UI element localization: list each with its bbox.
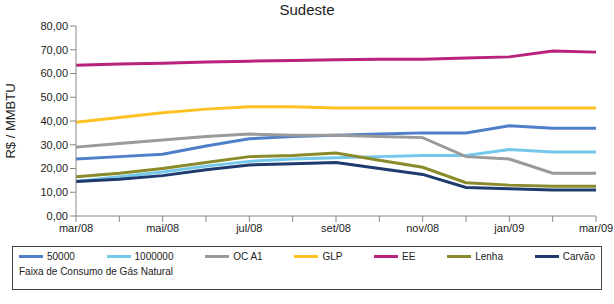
svg-text:R$ / MMBTU: R$ / MMBTU bbox=[8, 83, 18, 158]
svg-text:jan/09: jan/09 bbox=[493, 222, 524, 234]
html-text:Faixa de Consumo de Gás Natura: Faixa de Consumo de Gás Natural bbox=[19, 266, 173, 277]
html-text:Lenha: Lenha bbox=[475, 251, 503, 262]
html-text:50000: 50000 bbox=[47, 251, 75, 262]
svg-text:50,00: 50,00 bbox=[40, 91, 68, 103]
svg-text:40,00: 40,00 bbox=[40, 115, 68, 127]
svg-text:20,00: 20,00 bbox=[40, 162, 68, 174]
html-text:EE: EE bbox=[402, 251, 416, 262]
svg-text:70,00: 70,00 bbox=[40, 44, 68, 56]
svg-text:mai/08: mai/08 bbox=[146, 222, 179, 234]
svg-text:80,00: 80,00 bbox=[40, 20, 68, 32]
svg-text:0,00: 0,00 bbox=[47, 210, 68, 222]
svg-text:30,00: 30,00 bbox=[40, 139, 68, 151]
svg-text:set/08: set/08 bbox=[321, 222, 351, 234]
svg-text:10,00: 10,00 bbox=[40, 186, 68, 198]
svg-text:mar/09: mar/09 bbox=[579, 222, 606, 234]
html-text:Carvão: Carvão bbox=[562, 251, 595, 262]
html-text:GLP: GLP bbox=[322, 251, 343, 262]
svg-text:jul/08: jul/08 bbox=[235, 222, 262, 234]
html-text:1000000: 1000000 bbox=[134, 251, 174, 262]
html-text:Sudeste: Sudeste bbox=[279, 1, 335, 18]
svg-text:60,00: 60,00 bbox=[40, 67, 68, 79]
svg-text:mar/08: mar/08 bbox=[59, 222, 93, 234]
svg-text:nov/08: nov/08 bbox=[406, 222, 439, 234]
html-text:OC A1: OC A1 bbox=[233, 251, 263, 262]
